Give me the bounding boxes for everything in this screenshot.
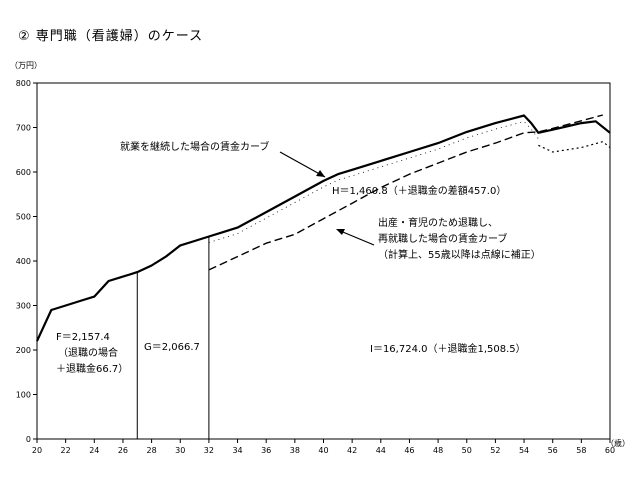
x-tick-label: 40 (318, 446, 328, 455)
x-tick-label: 56 (548, 446, 558, 455)
y-tick-label: 600 (16, 168, 31, 177)
y-tick-label: 100 (16, 391, 31, 400)
dashed-curve-label-line3: （計算上、55歳以降は点線に補正） (378, 248, 541, 261)
annotation-f-line2: （退職の場合 (58, 346, 118, 359)
y-tick-label: 800 (16, 79, 31, 88)
x-tick-label: 22 (61, 446, 71, 455)
x-tick-label: 20 (32, 446, 42, 455)
solid-curve-label: 就業を継続した場合の賃金カーブ (120, 140, 269, 153)
dashed-curve-arrowhead (336, 229, 345, 235)
solid-curve-pointer (279, 151, 326, 178)
x-tick-label: 60 (605, 446, 615, 455)
series-line-solid (36, 114, 611, 342)
annotation-g: G＝2,066.7 (144, 342, 200, 353)
y-axis-unit-label: （万円） (10, 61, 42, 70)
x-tick-label: 46 (404, 446, 414, 455)
annotation-f-line1: F＝2,157.4 (56, 332, 110, 343)
plot-frame (36, 82, 611, 440)
x-tick-label: 48 (433, 446, 443, 455)
y-tick-label: 0 (26, 435, 31, 444)
x-tick-label: 26 (118, 446, 128, 455)
y-tick-label: 700 (16, 124, 31, 133)
y-tick-label: 200 (16, 346, 31, 355)
x-tick-label: 38 (290, 446, 300, 455)
y-tick-label: 500 (16, 213, 31, 222)
series-line-dotted (538, 141, 611, 153)
x-tick-label: 28 (147, 446, 157, 455)
dashed-curve-pointer (337, 229, 375, 246)
x-tick-label: 50 (462, 446, 472, 455)
annotation-i: I＝16,724.0（＋退職金1,508.5） (370, 342, 526, 355)
x-tick-label: 44 (376, 446, 386, 455)
x-tick-label: 42 (347, 446, 357, 455)
x-tick-label: 34 (232, 446, 242, 455)
x-tick-label: 52 (490, 446, 500, 455)
dashed-curve-label-line2: 再就職した場合の賃金カーブ (378, 232, 507, 245)
x-tick-label: 32 (204, 446, 214, 455)
x-tick-label: 36 (261, 446, 271, 455)
series-line-dashed (208, 114, 603, 271)
y-tick-label: 300 (16, 302, 31, 311)
solid-curve-arrowhead (316, 170, 325, 177)
annotation-f-line3: ＋退職金66.7） (56, 362, 128, 375)
y-tick-label: 400 (16, 257, 31, 266)
x-tick-label: 58 (576, 446, 586, 455)
dashed-curve-label-line1: 出産・育児のため退職し、 (378, 216, 498, 229)
x-axis-unit-label: （歳） (606, 438, 630, 448)
x-tick-label: 24 (89, 446, 99, 455)
annotation-h: H＝1,460.8（＋退職金の差額457.0） (332, 184, 506, 197)
x-tick-label: 54 (519, 446, 529, 455)
x-tick-label: 30 (175, 446, 185, 455)
chart-title: ② 専門職（看護婦）のケース (18, 29, 204, 44)
